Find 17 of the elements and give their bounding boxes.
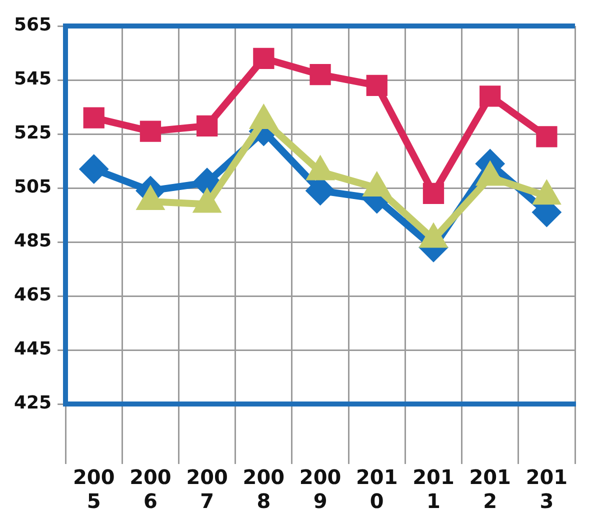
- x-tick-label: 2011: [412, 465, 454, 514]
- x-tick-label: 2007: [186, 465, 228, 514]
- y-tick-label: 505: [14, 176, 52, 198]
- y-tick-label: 425: [14, 392, 52, 414]
- x-tick-label: 2008: [242, 465, 285, 514]
- x-tick-label: 2009: [299, 465, 342, 514]
- y-tick-label: 545: [14, 68, 52, 90]
- y-tick-label: 525: [14, 122, 52, 144]
- x-tick-label: 2012: [469, 465, 511, 514]
- x-tick-label: 2013: [526, 465, 568, 514]
- x-tick-label: 2010: [356, 465, 398, 514]
- x-tick-label: 2006: [130, 465, 172, 514]
- y-tick-label: 565: [14, 14, 52, 36]
- y-tick-label: 485: [14, 230, 52, 252]
- y-tick-label: 445: [14, 338, 52, 360]
- x-tick-label: 2005: [73, 465, 115, 514]
- y-tick-label: 465: [14, 284, 52, 306]
